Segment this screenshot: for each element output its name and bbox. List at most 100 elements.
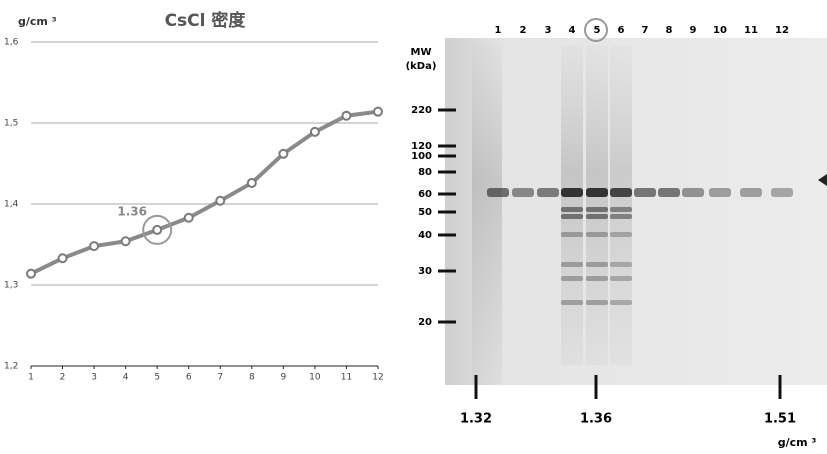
- y-tick-label: 1,6: [4, 38, 19, 48]
- lane-label: 10: [713, 25, 727, 36]
- lane-label: 2: [520, 25, 527, 36]
- band: [709, 188, 731, 197]
- lane-label: 1: [495, 25, 502, 36]
- data-point: [152, 224, 163, 235]
- lane-label: 4: [569, 25, 576, 36]
- band: [586, 232, 608, 237]
- band: [487, 188, 509, 197]
- band: [561, 188, 583, 197]
- gel-image: [445, 38, 827, 385]
- band: [561, 207, 583, 212]
- x-tick-label: 5: [154, 373, 160, 383]
- band: [610, 207, 632, 212]
- lane-label: 5: [594, 25, 601, 36]
- density-label: 1.32: [460, 412, 492, 427]
- density-unit: g/cm ³: [778, 436, 817, 449]
- data-point: [183, 212, 194, 223]
- density-label: 1.51: [764, 412, 796, 427]
- data-point: [278, 148, 289, 159]
- band: [610, 300, 632, 305]
- y-tick-label: 1,2: [4, 362, 18, 372]
- band: [740, 188, 762, 197]
- x-tick-label: 11: [341, 373, 352, 383]
- data-line: [30, 109, 379, 276]
- y-tick-label: 1,5: [4, 119, 18, 129]
- density-label: 1.36: [580, 412, 612, 427]
- lane-label: 11: [744, 25, 758, 36]
- band: [586, 300, 608, 305]
- band: [634, 188, 656, 197]
- band: [586, 207, 608, 212]
- band: [561, 262, 583, 267]
- band: [561, 276, 583, 281]
- lane-smear: [610, 45, 632, 365]
- lane-smear: [561, 45, 583, 365]
- lane-label: 7: [642, 25, 649, 36]
- lane-label: 8: [666, 25, 673, 36]
- band: [610, 276, 632, 281]
- band: [561, 214, 583, 219]
- data-point: [246, 177, 257, 188]
- band: [610, 232, 632, 237]
- band-arrow: [818, 174, 827, 186]
- band: [512, 188, 534, 197]
- x-tick-label: 4: [123, 373, 129, 383]
- annotation-label: 1.36: [117, 204, 147, 218]
- mw-label: 60: [418, 189, 432, 200]
- band: [682, 188, 704, 197]
- band: [586, 214, 608, 219]
- x-tick-label: 10: [309, 373, 321, 383]
- lane-smear: [586, 45, 608, 365]
- x-tick-label: 6: [186, 373, 192, 383]
- band: [771, 188, 793, 197]
- data-point: [215, 195, 226, 206]
- chart-title: CsCl 密度: [165, 10, 247, 31]
- lane-highlight: [584, 18, 608, 42]
- gel-background: [445, 38, 827, 385]
- lane-label: 6: [618, 25, 625, 36]
- band: [610, 188, 632, 197]
- data-point: [120, 236, 131, 247]
- mw-label: 120: [411, 141, 432, 152]
- data-point: [373, 106, 383, 117]
- data-point: [89, 241, 100, 252]
- mw-label: 20: [418, 317, 432, 328]
- data-point: [26, 268, 36, 279]
- x-tick-label: 1: [28, 373, 34, 383]
- band: [658, 188, 680, 197]
- x-tick-label: 3: [91, 373, 97, 383]
- mw-label: 80: [418, 167, 432, 178]
- x-tick-label: 2: [60, 373, 66, 383]
- mw-label: 220: [411, 105, 432, 116]
- band: [586, 262, 608, 267]
- data-point: [57, 253, 68, 264]
- y-tick-label: 1,3: [4, 281, 18, 291]
- band: [610, 214, 632, 219]
- x-tick-label: 9: [280, 373, 286, 383]
- band: [610, 262, 632, 267]
- data-point: [341, 110, 352, 121]
- band: [561, 232, 583, 237]
- band: [586, 188, 608, 197]
- lane-label: 9: [690, 25, 697, 36]
- smear: [472, 45, 502, 385]
- mw-label: 40: [418, 230, 432, 241]
- mw-title: MW: [411, 47, 432, 58]
- band: [586, 276, 608, 281]
- mw-unit: (kDa): [406, 61, 437, 72]
- mw-label: 50: [418, 207, 432, 218]
- band: [561, 300, 583, 305]
- y-tick-label: 1,4: [4, 200, 19, 210]
- y-axis-label: g/cm ³: [18, 15, 57, 28]
- lane-label: 12: [775, 25, 789, 36]
- mw-label: 30: [418, 266, 432, 277]
- mw-label: 100: [411, 151, 432, 162]
- lane-label: 3: [545, 25, 552, 36]
- x-tick-label: 8: [249, 373, 255, 383]
- band: [537, 188, 559, 197]
- x-tick-label: 12: [372, 373, 383, 383]
- x-tick-label: 7: [217, 373, 223, 383]
- annotation-circle: [142, 214, 173, 245]
- data-point: [309, 126, 320, 137]
